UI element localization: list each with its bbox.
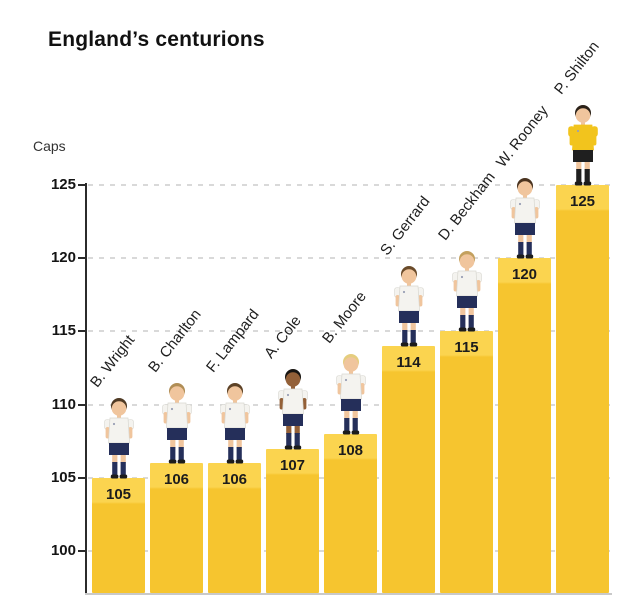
player-name-label: S. Gerrard — [376, 193, 434, 259]
y-tick-label: 105 — [50, 468, 76, 486]
chart-title: England’s centurions — [48, 28, 265, 51]
player-name-label: D. Beckham — [434, 169, 499, 245]
player-figure — [271, 367, 315, 451]
y-axis-tick — [78, 330, 86, 333]
bar-value-label: 120 — [511, 266, 538, 284]
gridline — [88, 257, 612, 260]
bar: 108 — [324, 433, 377, 593]
y-axis-tick — [78, 403, 86, 406]
y-axis-line — [85, 183, 87, 595]
bar: 107 — [266, 448, 319, 593]
y-tick-label: 125 — [50, 176, 76, 193]
player-name-label: B. Charlton — [144, 306, 205, 376]
bar: 106 — [150, 463, 203, 593]
bar-value-label: 125 — [569, 193, 596, 210]
y-tick-label: 120 — [50, 249, 76, 267]
bar: 106 — [208, 463, 261, 593]
y-axis-label: Caps — [33, 138, 66, 154]
bar-value-label: 115 — [454, 339, 479, 357]
gridline — [88, 330, 612, 333]
player-name-label: F. Lampard — [202, 306, 263, 376]
bar-value-label: 107 — [279, 456, 306, 474]
player-name-label: A. Cole — [260, 312, 305, 362]
bar-value-label: 105 — [105, 485, 132, 503]
player-figure — [561, 103, 605, 187]
bar: 125 — [556, 185, 609, 593]
player-figure — [97, 396, 141, 480]
y-axis-tick — [78, 550, 86, 552]
y-tick-label: 110 — [51, 395, 76, 413]
bar-value-label: 114 — [396, 354, 421, 372]
bar-value-label: 106 — [163, 471, 190, 489]
y-tick-label: 100 — [50, 542, 76, 559]
bar: 120 — [498, 258, 551, 593]
player-figure — [329, 352, 373, 436]
player-figure — [503, 176, 547, 260]
y-axis-tick — [78, 257, 86, 260]
player-figure — [155, 381, 199, 465]
player-figure — [387, 264, 431, 348]
gridline — [88, 184, 612, 186]
player-name-label: B. Wright — [86, 331, 138, 391]
bar: 115 — [440, 331, 493, 593]
bar: 114 — [382, 346, 435, 593]
y-axis-tick — [78, 184, 86, 186]
x-axis-line — [85, 593, 612, 595]
y-axis-tick — [78, 476, 86, 479]
bar: 105 — [92, 477, 145, 593]
bar-value-label: 108 — [337, 441, 364, 459]
player-name-label: W. Rooney — [492, 102, 552, 171]
y-tick-label: 115 — [51, 322, 76, 340]
player-figure — [213, 381, 257, 465]
player-figure — [445, 249, 489, 333]
player-name-label: B. Moore — [318, 288, 370, 347]
player-name-label: P. Shilton — [550, 38, 603, 98]
bar-value-label: 106 — [221, 471, 248, 489]
